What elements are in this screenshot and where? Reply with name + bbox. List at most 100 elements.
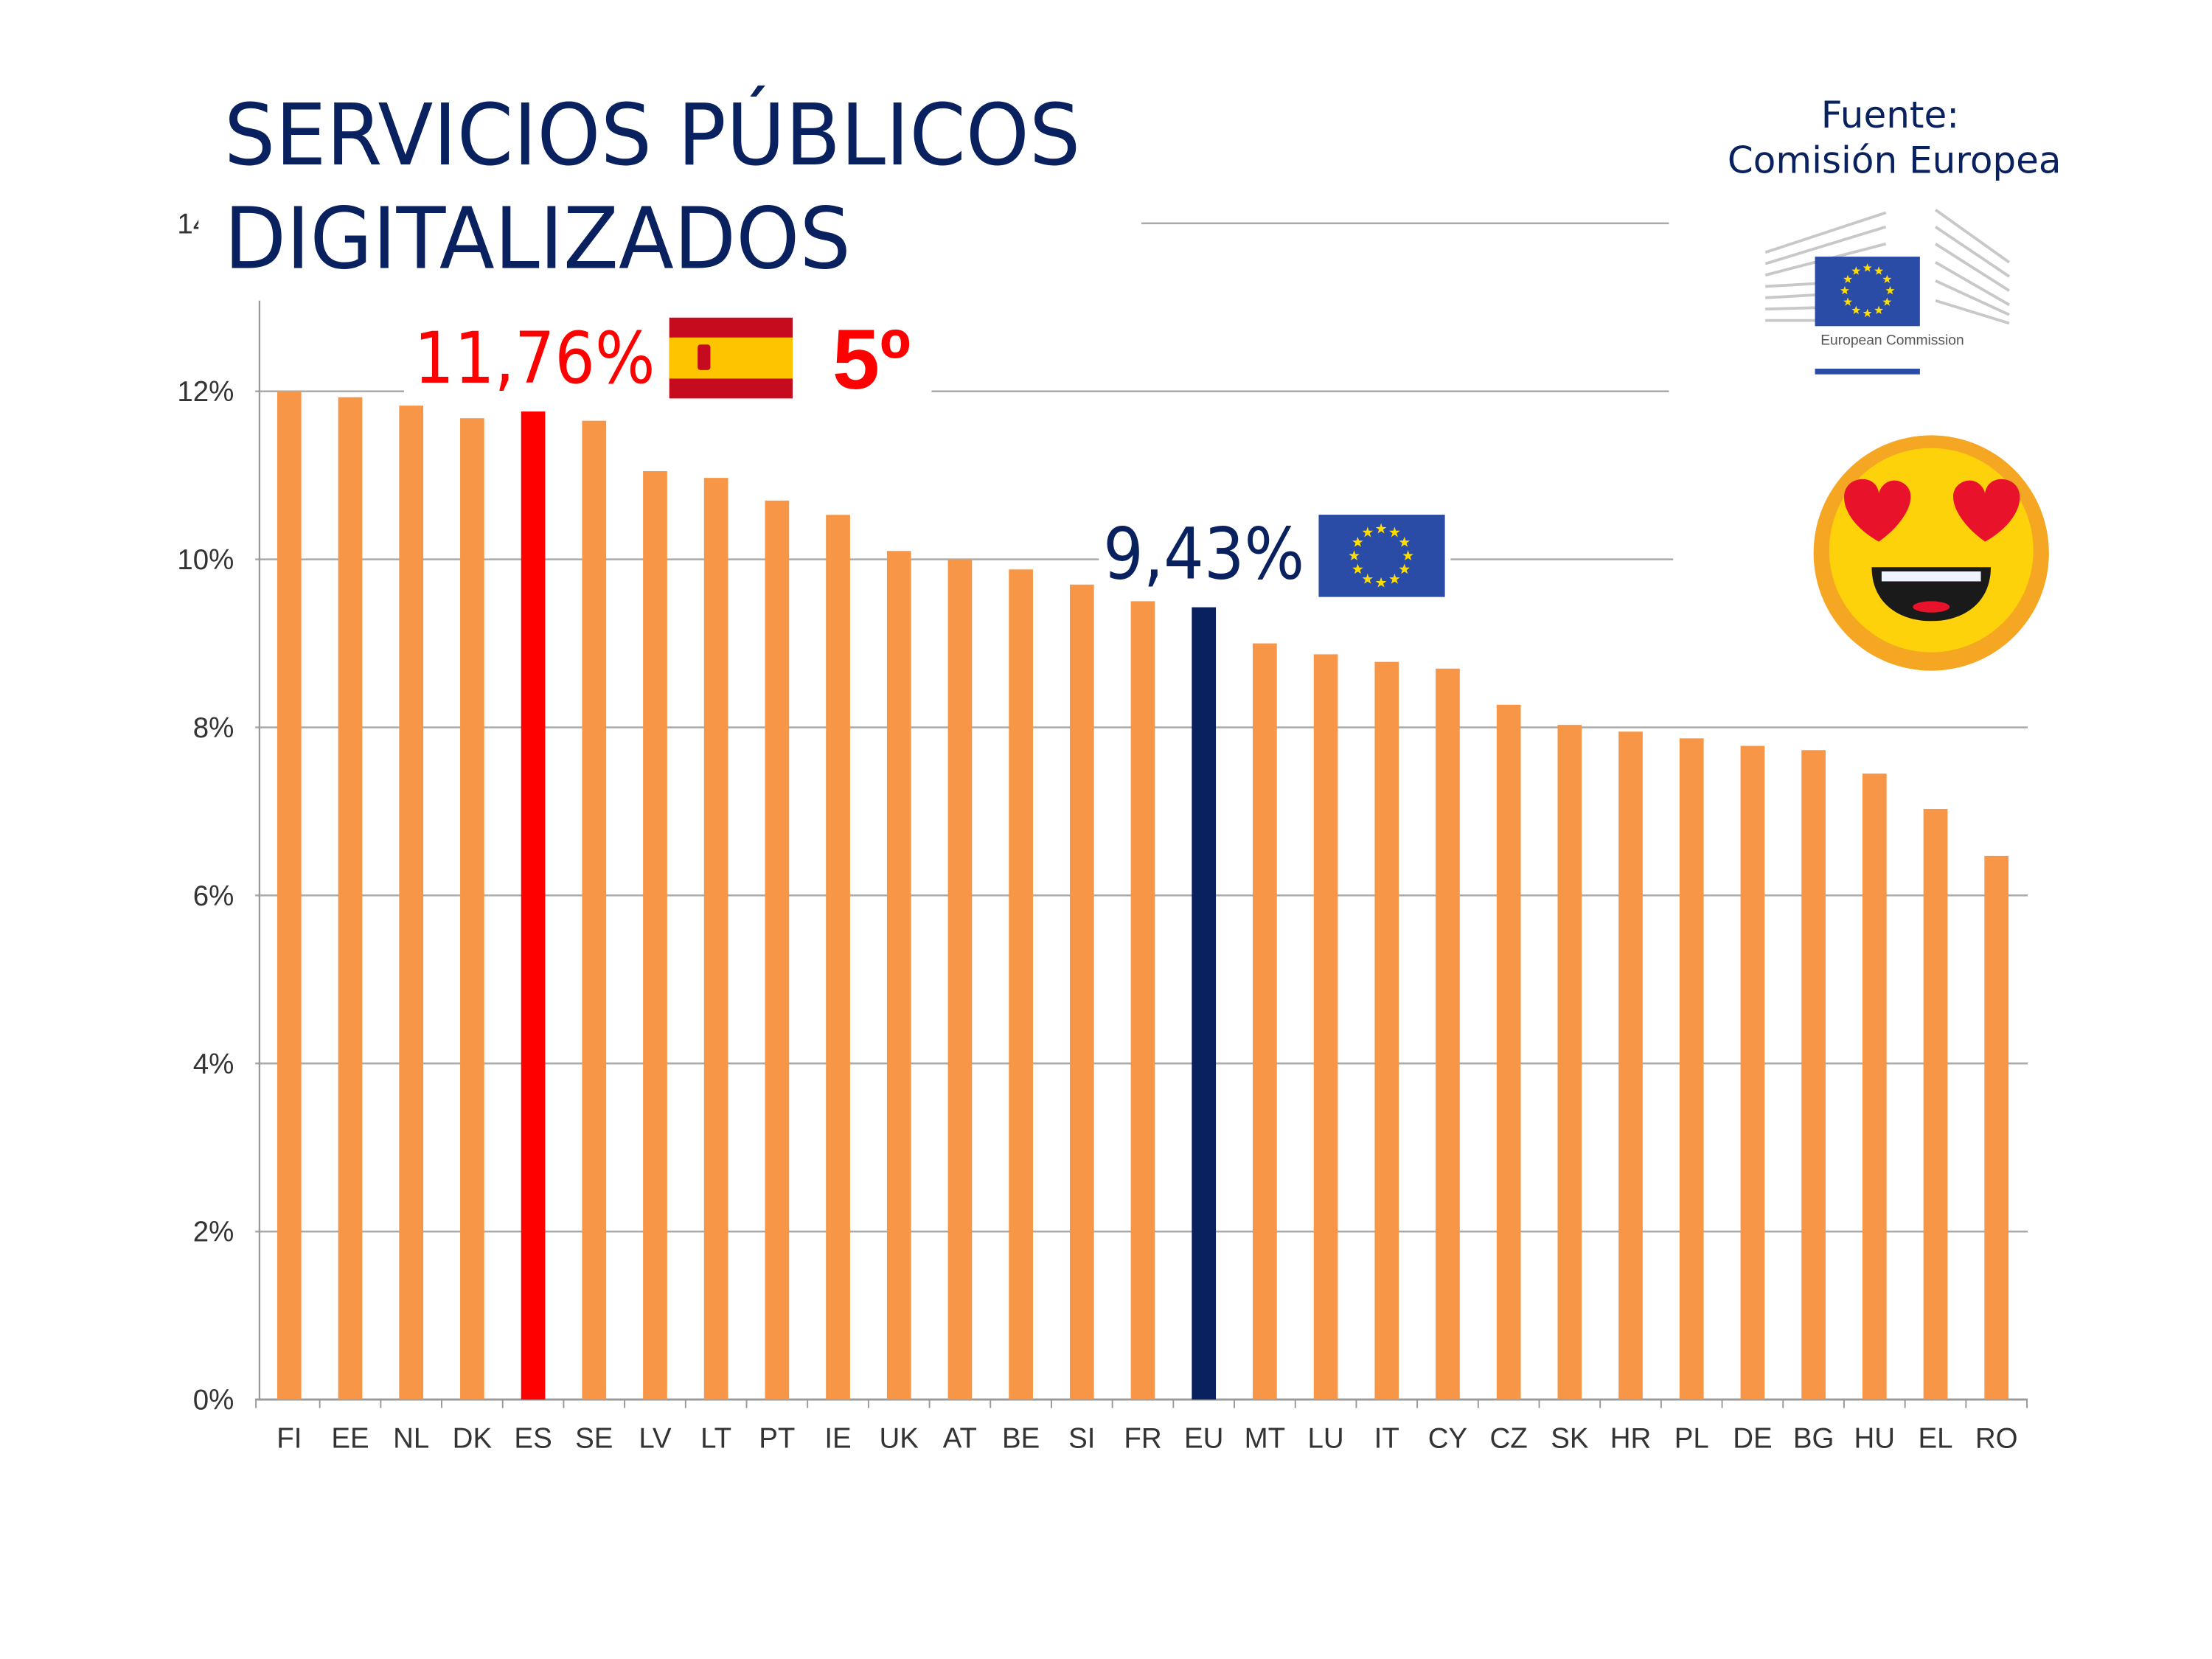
x-tick-label: SI (1068, 1422, 1095, 1454)
x-tick-label: FI (276, 1422, 302, 1454)
heart-eyes-emoji-icon (1813, 435, 2049, 671)
x-tick-label: EU (1184, 1422, 1223, 1454)
x-tick-label: BG (1793, 1422, 1834, 1454)
x-axis-labels: FI EE NL DK ES SE LV LT PT IE UK AT BE SI FR EU MT LU IT CY… (276, 1422, 2017, 1454)
star-icon (1851, 305, 1861, 314)
star-icon (1840, 285, 1849, 295)
star-icon (1885, 285, 1895, 295)
y-tick-label: 0% (193, 1385, 234, 1416)
star-icon (1863, 308, 1872, 318)
x-tick-label: SE (575, 1422, 613, 1454)
x-tick-label: UK (880, 1422, 919, 1454)
star-icon (1352, 536, 1363, 547)
x-tick-label: ES (514, 1422, 552, 1454)
x-tick-label: CY (1428, 1422, 1467, 1454)
eu-flag-icon (1318, 515, 1445, 597)
star-icon (1349, 550, 1360, 560)
source-name: Comisión Europea (1728, 139, 2062, 182)
star-icon (1375, 523, 1387, 534)
x-tick-label: IT (1374, 1422, 1399, 1454)
x-tick-label: BE (1002, 1422, 1040, 1454)
x-tick-label: IE (824, 1422, 851, 1454)
spain-rank-label: 5º (832, 313, 911, 407)
bar-lu (1313, 654, 1338, 1400)
x-tick-label: RO (1975, 1422, 2018, 1454)
spain-flag-icon (669, 317, 793, 399)
bar-fr (1130, 599, 1155, 1400)
bar-bg (1801, 750, 1826, 1400)
bar-uk (886, 551, 911, 1400)
bar-se (582, 420, 607, 1400)
x-tick-label: MT (1245, 1422, 1286, 1454)
star-icon (1352, 563, 1363, 574)
bar-hu (1862, 773, 1887, 1400)
chart-title-line2: DIGITALIZADOS (224, 189, 851, 288)
bar-cz (1496, 704, 1521, 1400)
chart-title-line1: SERVICIOS PÚBLICOS (224, 85, 1081, 185)
star-icon (1362, 526, 1374, 538)
bar-ee (338, 397, 363, 1400)
bar-de (1740, 745, 1765, 1400)
star-icon (1399, 536, 1411, 547)
x-axis-ticks (255, 1399, 2028, 1408)
bars (276, 391, 2009, 1400)
y-tick-label: 10% (177, 544, 234, 576)
y-tick-label: 8% (193, 712, 234, 744)
eu-value-label: 9,43% (1103, 513, 1304, 596)
star-icon (1843, 274, 1853, 284)
european-commission-logo: European Commission (1764, 209, 2011, 375)
star-icon (1851, 266, 1861, 275)
bar-es (521, 411, 546, 1400)
x-tick-label: DE (1733, 1422, 1772, 1454)
x-tick-label: EE (331, 1422, 369, 1454)
y-tick-label: 4% (193, 1048, 234, 1080)
x-tick-label: HU (1854, 1422, 1896, 1454)
star-icon (1362, 573, 1374, 584)
bar-it (1374, 661, 1399, 1400)
star-icon (1882, 274, 1892, 284)
star-icon (1375, 577, 1387, 588)
star-icon (1402, 550, 1413, 560)
bar-eu (1192, 607, 1217, 1400)
bar-sk (1557, 725, 1582, 1400)
x-tick-label: PL (1674, 1422, 1709, 1454)
bar-lt (703, 478, 728, 1400)
bar-ro (1984, 855, 2009, 1400)
star-icon (1874, 266, 1884, 275)
bar-nl (399, 406, 424, 1400)
spain-value-label: 11,76% (414, 317, 655, 400)
bar-cy (1436, 668, 1460, 1400)
bar-lv (643, 471, 667, 1400)
bar-dk (460, 418, 484, 1400)
x-tick-label: FR (1124, 1422, 1161, 1454)
star-icon (1389, 526, 1400, 538)
y-tick-label: 6% (193, 880, 234, 912)
x-tick-label: SK (1551, 1422, 1589, 1454)
star-icon (1843, 297, 1853, 306)
source-label: Fuente: (1821, 94, 1959, 136)
x-tick-label: HR (1610, 1422, 1652, 1454)
star-icon (1399, 563, 1411, 574)
bar-be (1009, 569, 1033, 1400)
bar-si (1069, 584, 1094, 1400)
bar-pl (1679, 738, 1704, 1400)
x-tick-label: LT (700, 1422, 731, 1454)
x-tick-label: LV (639, 1422, 672, 1454)
x-tick-label: EL (1918, 1422, 1952, 1454)
bar-fi (276, 391, 302, 1400)
logo-text: European Commission (1820, 333, 1964, 348)
star-icon (1389, 573, 1400, 584)
bar-hr (1618, 731, 1643, 1400)
star-icon (1874, 305, 1884, 314)
x-tick-label: LU (1307, 1422, 1343, 1454)
x-tick-label: PT (759, 1422, 795, 1454)
bar-ie (826, 515, 850, 1400)
y-axis-ticks: 0%2%4%6%8%10%12%14% (177, 208, 234, 1416)
bar-mt (1253, 643, 1277, 1400)
y-tick-label: 2% (193, 1217, 234, 1248)
bar-el (1923, 809, 1948, 1400)
star-icon (1863, 263, 1872, 272)
x-tick-label: NL (393, 1422, 429, 1454)
star-icon (1882, 297, 1892, 306)
bar-at (947, 559, 973, 1400)
